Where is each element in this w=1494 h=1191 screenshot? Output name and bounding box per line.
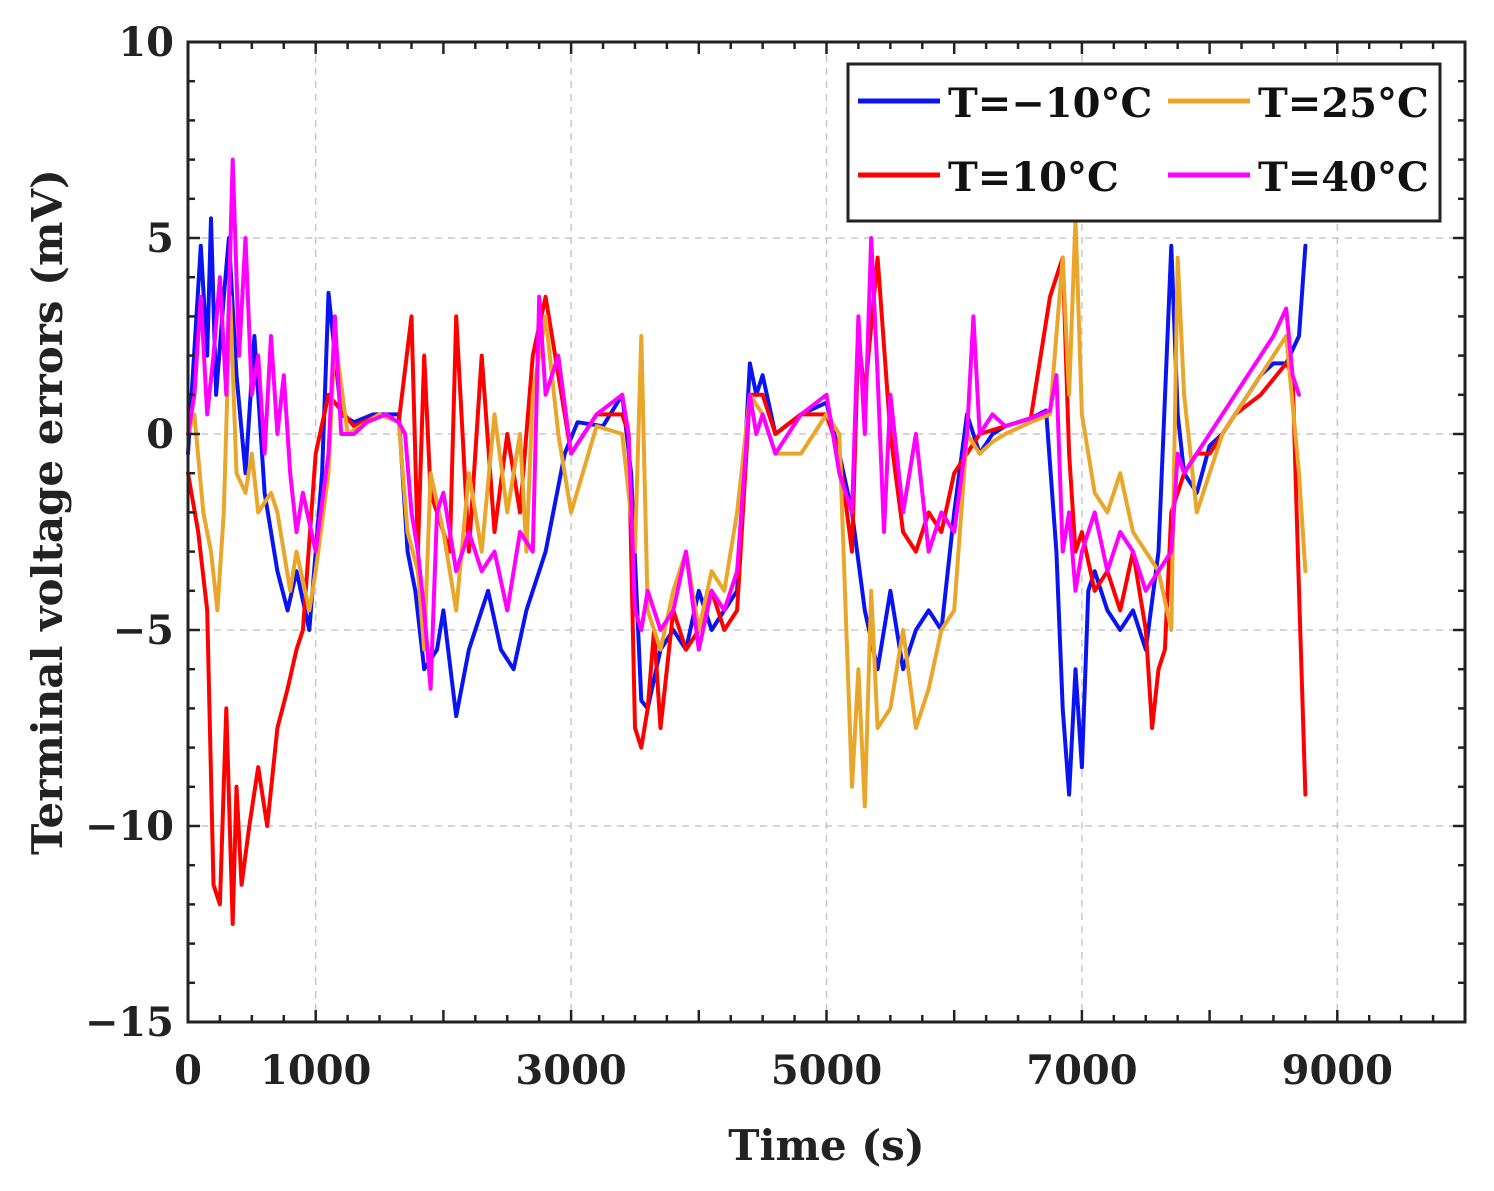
y-tick-label: 5 <box>146 215 174 262</box>
x-axis-title: Time (s) <box>728 1121 924 1170</box>
x-tick-labels: 0 1000 3000 5000 7000 9000 <box>174 1047 1393 1094</box>
x-tick-label: 7000 <box>1026 1047 1137 1094</box>
y-tick-label: −15 <box>85 999 174 1046</box>
legend-label: T=40°C <box>1258 154 1429 201</box>
series-line-3 <box>186 157 1301 691</box>
legend-label: T=10°C <box>948 154 1119 201</box>
y-tick-label: 0 <box>146 411 174 458</box>
series-line-1 <box>186 255 1308 926</box>
x-tick-label: 3000 <box>515 1047 626 1094</box>
x-tick-label: 1000 <box>260 1047 371 1094</box>
series-lines <box>186 157 1308 926</box>
y-tick-label: 10 <box>118 19 174 66</box>
series-line-0 <box>186 216 1308 797</box>
legend-box <box>846 62 1442 223</box>
y-tick-label: −5 <box>113 607 174 654</box>
legend-label: T=25°C <box>1258 80 1429 127</box>
y-axis-title: Terminal voltage errors (mV) <box>23 169 72 855</box>
legend: T=−10°C T=25°C T=10°C T=40°C <box>846 62 1442 223</box>
y-tick-label: −10 <box>85 803 174 850</box>
x-tick-label: 9000 <box>1282 1047 1393 1094</box>
y-tick-labels: 10 5 0 −5 −10 −15 <box>85 19 174 1046</box>
x-tick-label: 0 <box>174 1047 202 1094</box>
series-line-2 <box>186 216 1308 809</box>
axis-ticks <box>186 40 1467 1024</box>
x-tick-label: 5000 <box>771 1047 882 1094</box>
legend-label: T=−10°C <box>948 80 1152 127</box>
